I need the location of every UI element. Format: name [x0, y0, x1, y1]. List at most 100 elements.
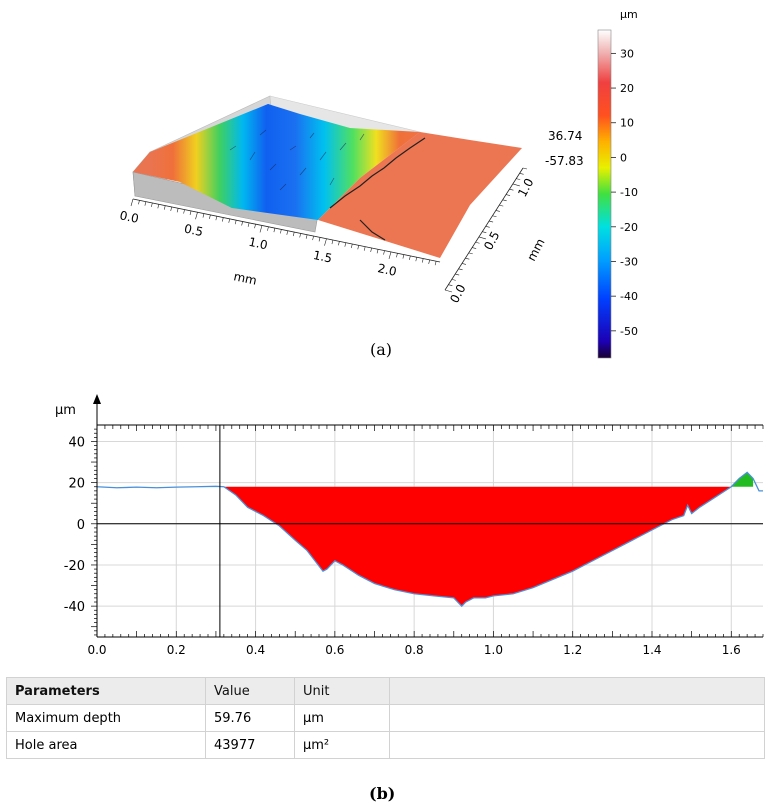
surface-right-flat: [318, 132, 522, 258]
x3d-tick: [183, 209, 185, 214]
y-tick-label: 0: [77, 518, 85, 533]
x3d-tick: [189, 210, 192, 215]
table-row: Hole area 43977 µm²: [6, 731, 765, 759]
header-unit: Unit: [294, 677, 390, 705]
x3d-tick: [376, 249, 379, 254]
caption-b: (b): [369, 784, 396, 803]
x3d-tick: [234, 220, 237, 225]
colorbar-tick-label: 20: [620, 82, 634, 95]
colorbar-tick-label: 0: [620, 151, 627, 164]
y3d-tick: [509, 188, 514, 191]
y3d-tick: [465, 257, 470, 260]
x-tick-label: 0.4: [246, 643, 265, 657]
x3d-tick: [130, 198, 134, 207]
top-ruler-ticks: [96, 425, 764, 431]
x-tick-label: 0.8: [405, 643, 424, 657]
hole-area-fill: [223, 486, 732, 607]
x3d-tick: [202, 213, 205, 218]
header-blank: [389, 677, 765, 705]
header-value: Value: [205, 677, 295, 705]
y3d-tick: [448, 284, 453, 286]
colorbar-tick-label: -10: [620, 186, 638, 199]
y3d-tick: [519, 173, 524, 175]
x-axis-ticks: 0.0 0.2 0.4 0.6 0.8 1.0 1.2 1.4 1.6: [87, 631, 764, 657]
x3d-tick: [428, 259, 430, 264]
x3d-tick: [280, 229, 282, 234]
x-axis-label-3d: mm: [232, 269, 258, 288]
x3d-tick: [151, 202, 153, 208]
x3d-tick: [415, 257, 418, 262]
x3d-tick: [254, 224, 256, 229]
y-tick-label: -20: [64, 559, 85, 574]
x3d-tick: [195, 212, 198, 220]
y-tick-label: 40: [68, 435, 85, 450]
x3d-tick: [273, 228, 276, 233]
x3d-tick: [388, 251, 392, 260]
caption-a: (a): [370, 340, 393, 359]
x3d-tick: [286, 230, 289, 235]
x3d-tick: [170, 206, 172, 212]
z-min-label: -57.83: [545, 154, 584, 168]
x3d-tick: [176, 208, 179, 213]
x-axis-3d: [132, 198, 441, 263]
x3d-tick: [421, 258, 424, 263]
x3d-tick: [318, 237, 321, 242]
bump-area-fill: [731, 472, 754, 487]
y-axis-arrow: [93, 394, 101, 404]
param-unit: µm²: [294, 731, 390, 759]
x3d-tick: [350, 243, 353, 249]
y3d-tick: [455, 273, 460, 276]
x3d-tick: [357, 245, 360, 250]
x-tick-label: 1.6: [722, 643, 741, 657]
colorbar-unit: µm: [620, 8, 638, 21]
colorbar-tick-label: -20: [620, 221, 638, 234]
parameters-table: Parameters Value Unit Maximum depth 59.7…: [6, 677, 765, 759]
param-value: 43977: [205, 731, 295, 759]
y3d-tick: [502, 199, 507, 202]
surface-valley: [180, 104, 420, 220]
profile-line: [96, 471, 763, 608]
x3d-tick: [396, 253, 398, 258]
x3d-tick: [331, 239, 334, 245]
y3d-tick: [492, 215, 497, 218]
y3d-tick: [482, 231, 487, 233]
param-value: 59.76: [205, 704, 295, 732]
x3d-tick: [138, 200, 140, 205]
y-tick-label: 20: [68, 477, 85, 492]
x-tick-label: 1.4: [642, 643, 661, 657]
surface-debris: [329, 137, 426, 241]
x-tick-label: 1.0: [484, 643, 503, 657]
colorbar-tick-label: 10: [620, 117, 634, 130]
x3d-tick: [383, 250, 385, 255]
blank-cell: [389, 704, 765, 732]
x3d-tick: [402, 254, 405, 259]
y3d-tick: [468, 252, 473, 255]
y3d-tick: [451, 279, 456, 281]
param-name: Hole area: [6, 731, 206, 759]
y3d-tick: [461, 263, 467, 265]
x3d-tick: [370, 247, 372, 253]
y3d-tick: [512, 183, 520, 187]
x3d-tick: [247, 222, 250, 227]
x3d-tick: [338, 241, 340, 246]
y-axis-unit: µm: [55, 403, 76, 418]
y3d-tick: [499, 204, 504, 207]
x3d-tick: [434, 261, 437, 266]
x3d-tick: [209, 214, 211, 219]
x3d-tick-label: 1.0: [247, 235, 269, 253]
colorbar-gradient: [597, 29, 612, 359]
colorbar-tick-label: 30: [620, 47, 634, 60]
colorbar-tick-label: -40: [620, 290, 638, 303]
x3d-tick-label: 0.5: [183, 221, 205, 239]
x3d-tick: [363, 246, 366, 251]
colorbar: µm 30 20 10 0 -10 -20 -30 -40 -50: [597, 8, 638, 359]
x3d-tick: [259, 225, 263, 233]
blank-cell: [389, 731, 765, 759]
x3d-tick: [241, 221, 243, 226]
y3d-tick: [522, 167, 528, 170]
x3d-tick: [409, 255, 411, 260]
y3d-tick: [505, 194, 511, 196]
y3d-tick: [458, 268, 463, 271]
y3d-tick: [478, 236, 486, 240]
y3d-tick: [444, 289, 453, 293]
